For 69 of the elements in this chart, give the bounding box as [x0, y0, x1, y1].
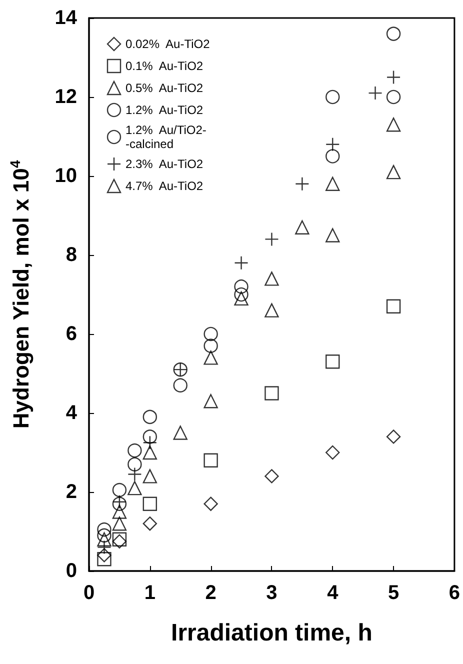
point: [128, 457, 142, 472]
legend-label: 0.02% Au-TiO2: [126, 37, 210, 51]
point: [264, 469, 279, 484]
point: [326, 176, 340, 191]
y-tick-label: 4: [66, 402, 78, 424]
point: [128, 443, 142, 458]
x-tick-label: 2: [205, 582, 216, 604]
x-tick-label: 0: [83, 582, 95, 604]
point: [204, 338, 218, 353]
point: [204, 394, 218, 408]
legend-label: 0.1% Au-TiO2: [126, 59, 204, 73]
y-tick-label: 6: [66, 323, 77, 345]
point: [264, 272, 279, 286]
point: [234, 280, 248, 294]
point: [264, 386, 279, 400]
point: [326, 445, 340, 460]
point: [386, 90, 401, 104]
y-tick-label: 10: [54, 165, 77, 187]
point: [386, 164, 401, 180]
point: [264, 303, 279, 318]
point: [386, 430, 401, 444]
point: [97, 528, 112, 543]
point: [204, 326, 218, 342]
point: [173, 426, 188, 440]
point: [97, 532, 112, 546]
y-tick-label: 14: [54, 7, 78, 29]
point: [112, 482, 127, 498]
point: [204, 350, 218, 365]
y-tick-label: 8: [66, 244, 77, 266]
point: [234, 291, 248, 306]
y-tick-label: 0: [66, 560, 77, 582]
legend-label: 1.2% Au-TiO2: [126, 103, 204, 117]
point: [112, 516, 127, 531]
point: [204, 453, 218, 468]
point: [142, 469, 158, 484]
y-axis-title: Hydrogen Yield, mol x 104: [7, 160, 34, 429]
point: [142, 410, 158, 424]
x-tick-label: 3: [266, 582, 278, 604]
point: [234, 287, 248, 302]
point: [112, 504, 127, 519]
point: [326, 90, 340, 104]
y-tick-label: 2: [66, 481, 77, 503]
point: [173, 378, 188, 392]
point: [142, 430, 158, 444]
point: [386, 299, 401, 314]
legend-label: 2.3% Au-TiO2: [126, 157, 204, 171]
point: [204, 496, 218, 511]
legend-label: 0.5% Au-TiO2: [126, 81, 204, 95]
x-tick-label: 5: [388, 582, 400, 604]
point: [97, 548, 112, 562]
legend-label: 1.2% Au/TiO2- -calcined: [126, 123, 206, 151]
point: [128, 480, 142, 496]
x-tick-label: 1: [144, 582, 156, 604]
point: [142, 516, 158, 531]
point: [386, 118, 401, 132]
point: [326, 354, 340, 369]
point: [142, 445, 158, 460]
point: [97, 522, 112, 537]
x-tick-label: 4: [327, 582, 340, 604]
point: [295, 220, 310, 234]
x-axis-title: Irradiation time, h: [171, 620, 372, 646]
point: [326, 228, 340, 242]
x-tick-label: 6: [448, 582, 460, 604]
point: [142, 496, 158, 511]
y-tick-label: 12: [54, 86, 77, 108]
point: [326, 149, 340, 164]
point: [386, 26, 401, 41]
point: [97, 552, 112, 566]
legend-label: 4.7% Au-TiO2: [126, 179, 204, 193]
